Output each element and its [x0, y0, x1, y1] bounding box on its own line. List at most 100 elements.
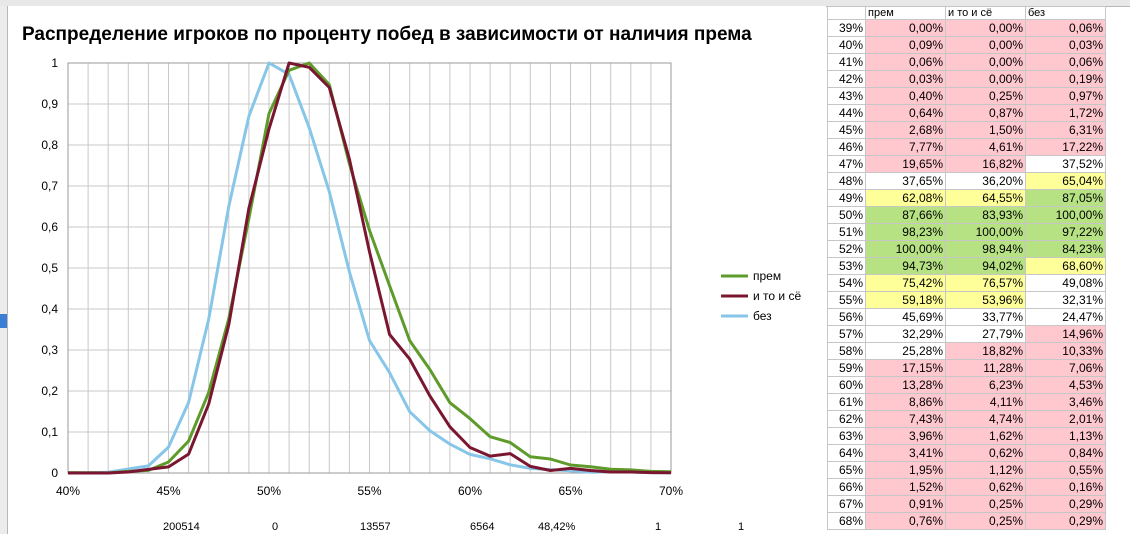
share-cell[interactable]: 6,23% — [945, 376, 1026, 394]
share-cell[interactable]: 0,55% — [1025, 461, 1106, 479]
share-cell[interactable]: 14,96% — [1025, 325, 1106, 343]
share-cell[interactable]: 1,13% — [1025, 427, 1106, 445]
share-cell[interactable]: 3,96% — [865, 427, 946, 445]
share-cell[interactable]: 24,47% — [1025, 308, 1106, 326]
share-cell[interactable]: 65,04% — [1025, 172, 1106, 190]
share-cell[interactable]: 98,94% — [945, 240, 1026, 258]
share-cell[interactable]: 0,06% — [1025, 53, 1106, 71]
share-cell[interactable]: 7,06% — [1025, 359, 1106, 377]
share-cell[interactable]: 4,61% — [945, 138, 1026, 156]
share-cell[interactable]: 0,06% — [1025, 19, 1106, 37]
share-cell[interactable]: 87,66% — [865, 206, 946, 224]
share-cell[interactable]: 0,09% — [865, 36, 946, 54]
share-cell[interactable]: 100,00% — [1025, 206, 1106, 224]
table-header-pct[interactable] — [827, 6, 866, 20]
share-cell[interactable]: 100,00% — [865, 240, 946, 258]
share-cell[interactable]: 87,05% — [1025, 189, 1106, 207]
share-cell[interactable]: 8,86% — [865, 393, 946, 411]
winrate-cell[interactable]: 59% — [827, 359, 866, 377]
share-cell[interactable]: 0,00% — [945, 70, 1026, 88]
share-cell[interactable]: 0,87% — [945, 104, 1026, 122]
share-cell[interactable]: 0,00% — [945, 36, 1026, 54]
share-cell[interactable]: 1,12% — [945, 461, 1026, 479]
share-cell[interactable]: 49,08% — [1025, 274, 1106, 292]
share-cell[interactable]: 0,03% — [1025, 36, 1106, 54]
winrate-cell[interactable]: 50% — [827, 206, 866, 224]
winrate-cell[interactable]: 63% — [827, 427, 866, 445]
winrate-cell[interactable]: 67% — [827, 495, 866, 513]
share-cell[interactable]: 32,29% — [865, 325, 946, 343]
share-cell[interactable]: 27,79% — [945, 325, 1026, 343]
below-chart-cell[interactable]: 1 — [655, 521, 662, 533]
legend[interactable]: прем и то и сё без — [721, 269, 801, 323]
below-chart-cell[interactable]: 48,42% — [538, 521, 576, 533]
winrate-cell[interactable]: 39% — [827, 19, 866, 37]
share-cell[interactable]: 62,08% — [865, 189, 946, 207]
share-cell[interactable]: 94,02% — [945, 257, 1026, 275]
share-cell[interactable]: 4,11% — [945, 393, 1026, 411]
share-cell[interactable]: 0,00% — [945, 19, 1026, 37]
share-cell[interactable]: 37,52% — [1025, 155, 1106, 173]
table-header-both[interactable]: и то и сё — [945, 6, 1026, 20]
winrate-cell[interactable]: 45% — [827, 121, 866, 139]
share-cell[interactable]: 19,65% — [865, 155, 946, 173]
share-cell[interactable]: 0,29% — [1025, 495, 1106, 513]
winrate-cell[interactable]: 53% — [827, 257, 866, 275]
winrate-cell[interactable]: 65% — [827, 461, 866, 479]
share-cell[interactable]: 37,65% — [865, 172, 946, 190]
winrate-cell[interactable]: 56% — [827, 308, 866, 326]
share-cell[interactable]: 83,93% — [945, 206, 1026, 224]
share-cell[interactable]: 68,60% — [1025, 257, 1106, 275]
winrate-cell[interactable]: 68% — [827, 512, 866, 530]
winrate-cell[interactable]: 41% — [827, 53, 866, 71]
share-cell[interactable]: 64,55% — [945, 189, 1026, 207]
share-cell[interactable]: 13,28% — [865, 376, 946, 394]
share-cell[interactable]: 0,19% — [1025, 70, 1106, 88]
winrate-cell[interactable]: 47% — [827, 155, 866, 173]
winrate-cell[interactable]: 58% — [827, 342, 866, 360]
share-cell[interactable]: 0,97% — [1025, 87, 1106, 105]
share-cell[interactable]: 4,53% — [1025, 376, 1106, 394]
share-cell[interactable]: 1,52% — [865, 478, 946, 496]
below-chart-cell[interactable]: 200514 — [163, 521, 200, 533]
winrate-cell[interactable]: 44% — [827, 104, 866, 122]
share-cell[interactable]: 0,00% — [865, 19, 946, 37]
share-cell[interactable]: 2,01% — [1025, 410, 1106, 428]
share-cell[interactable]: 84,23% — [1025, 240, 1106, 258]
share-cell[interactable]: 100,00% — [945, 223, 1026, 241]
share-cell[interactable]: 25,28% — [865, 342, 946, 360]
winrate-cell[interactable]: 49% — [827, 189, 866, 207]
share-cell[interactable]: 6,31% — [1025, 121, 1106, 139]
share-cell[interactable]: 97,22% — [1025, 223, 1106, 241]
winrate-cell[interactable]: 54% — [827, 274, 866, 292]
share-cell[interactable]: 0,25% — [945, 87, 1026, 105]
share-cell[interactable]: 16,82% — [945, 155, 1026, 173]
share-cell[interactable]: 0,62% — [945, 478, 1026, 496]
share-cell[interactable]: 10,33% — [1025, 342, 1106, 360]
share-cell[interactable]: 7,77% — [865, 138, 946, 156]
share-cell[interactable]: 33,77% — [945, 308, 1026, 326]
table-header-without[interactable]: без — [1025, 6, 1106, 20]
winrate-cell[interactable]: 57% — [827, 325, 866, 343]
share-cell[interactable]: 0,40% — [865, 87, 946, 105]
share-cell[interactable]: 76,57% — [945, 274, 1026, 292]
share-cell[interactable]: 0,16% — [1025, 478, 1106, 496]
share-cell[interactable]: 0,25% — [945, 512, 1026, 530]
winrate-cell[interactable]: 40% — [827, 36, 866, 54]
table-header-prem[interactable]: прем — [865, 6, 946, 20]
share-cell[interactable]: 0,25% — [945, 495, 1026, 513]
share-cell[interactable]: 4,74% — [945, 410, 1026, 428]
share-cell[interactable]: 17,22% — [1025, 138, 1106, 156]
winrate-cell[interactable]: 43% — [827, 87, 866, 105]
share-cell[interactable]: 0,06% — [865, 53, 946, 71]
share-cell[interactable]: 98,23% — [865, 223, 946, 241]
winrate-cell[interactable]: 60% — [827, 376, 866, 394]
winrate-cell[interactable]: 64% — [827, 444, 866, 462]
winrate-cell[interactable]: 46% — [827, 138, 866, 156]
share-cell[interactable]: 0,62% — [945, 444, 1026, 462]
share-cell[interactable]: 0,84% — [1025, 444, 1106, 462]
winrate-cell[interactable]: 52% — [827, 240, 866, 258]
below-chart-cell[interactable]: 13557 — [360, 521, 391, 533]
below-chart-cell[interactable]: 1 — [738, 521, 745, 533]
share-cell[interactable]: 36,20% — [945, 172, 1026, 190]
